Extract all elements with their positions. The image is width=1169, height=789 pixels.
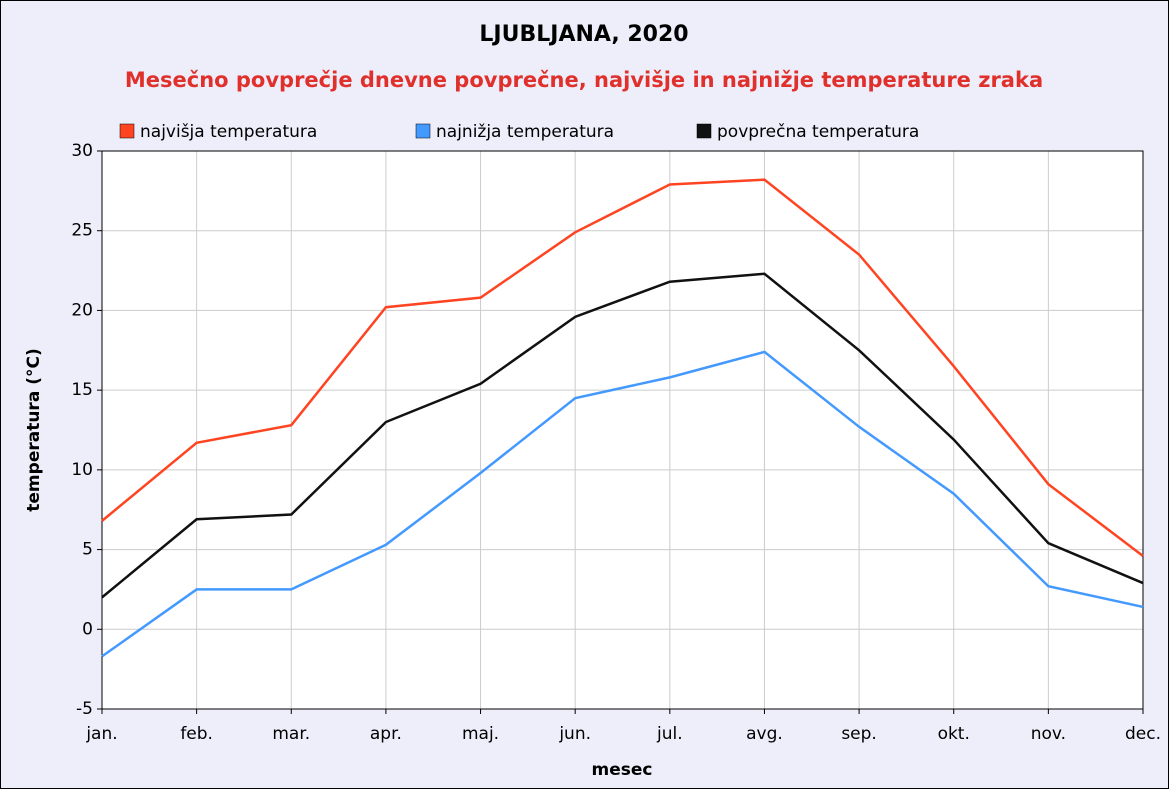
legend-swatch: [696, 123, 712, 139]
series-line: [101, 272, 1144, 599]
x-axis-label: mesec: [592, 760, 653, 780]
series-line: [101, 178, 1144, 557]
y-axis-label: temperatura (°C): [24, 348, 44, 511]
chart-title: LJUBLJANA, 2020: [479, 22, 688, 47]
x-tick-label: mar.: [272, 724, 310, 744]
x-tick-label: apr.: [370, 724, 402, 744]
x-tick-label: jan.: [85, 724, 117, 744]
y-tick-label: 25: [71, 221, 93, 241]
plot-border: [101, 150, 1144, 710]
x-tick-label: sep.: [841, 724, 877, 744]
legend-swatch: [119, 123, 135, 139]
x-tick-label: jun.: [558, 724, 591, 744]
x-tick-label: maj.: [462, 724, 499, 744]
x-tick-label: dec.: [1125, 724, 1161, 744]
y-tick-label: 0: [82, 619, 93, 639]
x-tick-label: okt.: [938, 724, 970, 744]
legend-label: najnižja temperatura: [436, 122, 614, 142]
chart-subtitle: Mesečno povprečje dnevne povprečne, najv…: [125, 68, 1043, 92]
y-tick-label: 20: [71, 300, 93, 320]
plot-area: [102, 151, 1143, 709]
legend-label: najvišja temperatura: [140, 122, 317, 142]
y-tick-label: 30: [71, 141, 93, 161]
y-tick-label: 10: [71, 460, 93, 480]
y-tick-label: 5: [82, 540, 93, 560]
x-tick-label: feb.: [180, 724, 213, 744]
y-tick-label: -5: [76, 699, 93, 719]
legend-swatch: [415, 123, 431, 139]
x-tick-label: nov.: [1031, 724, 1066, 744]
x-tick-label: avg.: [746, 724, 783, 744]
x-tick-label: jul.: [656, 724, 683, 744]
legend-label: povprečna temperatura: [717, 122, 919, 142]
series-line: [101, 350, 1144, 658]
y-tick-label: 15: [71, 380, 93, 400]
